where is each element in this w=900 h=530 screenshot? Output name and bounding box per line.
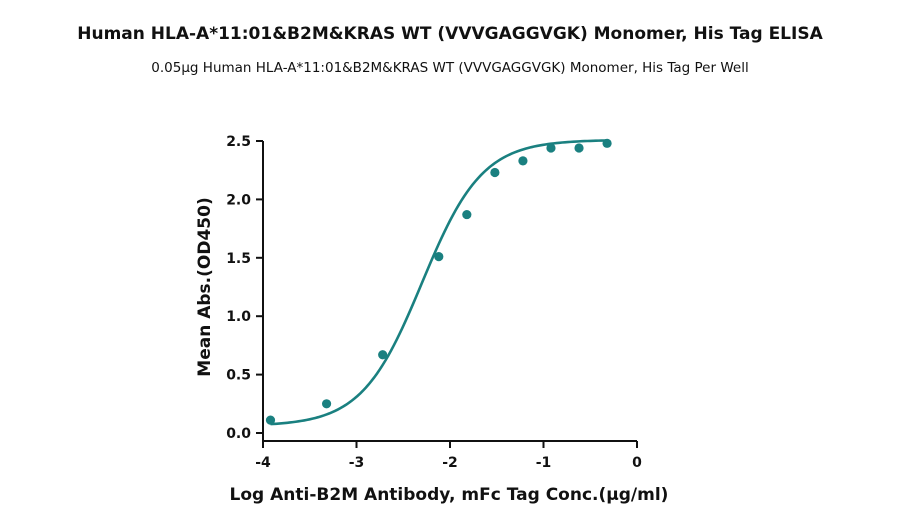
x-tick-label: -1 bbox=[536, 455, 552, 471]
y-tick-label: 2.5 bbox=[226, 134, 251, 150]
data-point bbox=[518, 156, 528, 166]
data-point bbox=[574, 143, 584, 153]
y-tick-label: 1.5 bbox=[226, 251, 251, 267]
chart-subtitle: 0.05μg Human HLA-A*11:01&B2M&KRAS WT (VV… bbox=[151, 60, 749, 76]
x-axis-title: Log Anti-B2M Antibody, mFc Tag Conc.(μg/… bbox=[230, 485, 669, 505]
x-tick-label: -2 bbox=[442, 455, 458, 471]
chart-title: Human HLA-A*11:01&B2M&KRAS WT (VVVGAGGVG… bbox=[77, 24, 823, 44]
data-point bbox=[265, 415, 276, 425]
data-point bbox=[434, 252, 444, 262]
data-point bbox=[490, 167, 500, 178]
x-tick-label: -4 bbox=[255, 455, 271, 471]
fit-curve-layer bbox=[270, 139, 608, 426]
fit-curve bbox=[270, 139, 608, 426]
y-axis-title: Mean Abs.(OD450) bbox=[195, 197, 215, 376]
x-tick-label: -3 bbox=[349, 455, 365, 471]
x-tick-label: 0 bbox=[632, 455, 642, 471]
data-point bbox=[378, 350, 388, 360]
y-tick-label: 2.0 bbox=[226, 192, 251, 208]
y-tick-label: 0.0 bbox=[226, 426, 251, 442]
axes: 0.0 0.5 1.0 1.5 2.0 2.5 -4 -3 -2 -1 0 bbox=[226, 134, 642, 471]
data-points-layer bbox=[265, 138, 612, 425]
data-point bbox=[321, 399, 332, 409]
y-tick-label: 0.5 bbox=[226, 368, 251, 384]
data-point bbox=[546, 143, 556, 153]
data-point bbox=[462, 209, 472, 220]
y-tick-label: 1.0 bbox=[226, 309, 251, 325]
data-point bbox=[602, 138, 612, 148]
